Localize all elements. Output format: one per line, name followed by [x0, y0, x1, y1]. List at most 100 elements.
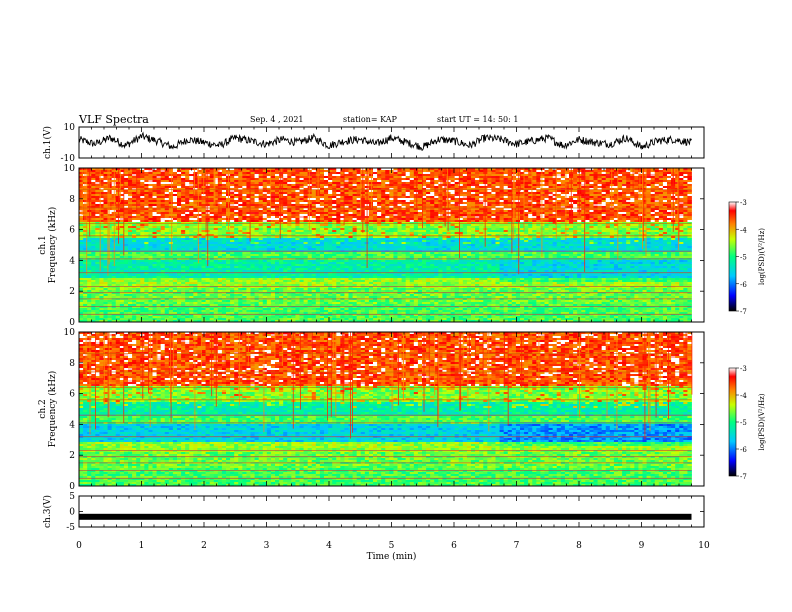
spectrogram-cell [454, 208, 460, 211]
spectrogram-cell [487, 184, 492, 187]
spectrogram-cell [585, 198, 590, 201]
spectrogram-cell [515, 170, 521, 173]
spectrogram-cell [324, 180, 329, 183]
spectrogram-cell [279, 204, 284, 207]
spectrogram-cell [107, 178, 113, 181]
spectrogram-cell [197, 172, 202, 175]
spectrogram-cell [540, 192, 545, 195]
spectrogram-cell [242, 214, 247, 217]
spectrogram-cell [291, 206, 296, 209]
spectrogram-cell [434, 208, 439, 211]
spectrogram-cell [471, 216, 476, 219]
spectrogram-cell [626, 176, 631, 179]
spectrogram-cell [564, 188, 570, 191]
spectrogram-cell [413, 208, 419, 211]
spectrogram-cell [487, 200, 492, 203]
spectrogram-cell [495, 202, 500, 205]
spectrogram-cell [381, 184, 386, 187]
spectrogram-cell [430, 172, 435, 175]
spectrogram-cell [128, 182, 133, 185]
spectrogram-cell [242, 210, 247, 213]
spectrogram-cell [209, 198, 215, 201]
spectrogram-cell [283, 178, 288, 181]
spectrogram-cell [417, 216, 423, 219]
spectrogram-cell [250, 196, 255, 199]
spectrogram-cell [381, 170, 386, 173]
spectrogram-cell [569, 218, 574, 221]
spectrogram-cell [373, 216, 378, 219]
spectrogram-cell [475, 204, 480, 207]
spectrogram-cell [91, 180, 96, 183]
spectrogram-cell [152, 192, 157, 195]
spectrogram-cell [328, 178, 333, 181]
spectrogram-cell [573, 220, 578, 223]
spectrogram-cell [140, 210, 145, 213]
spectrogram-cell [458, 220, 464, 223]
spectrogram-cell [348, 168, 353, 171]
spectrogram-cell [156, 194, 162, 197]
spectrogram-cell [605, 206, 611, 209]
spectrogram-cell [654, 216, 660, 219]
spectrogram-cell [132, 170, 137, 173]
spectrogram-cell [601, 192, 607, 195]
spectrogram-cell [499, 204, 505, 207]
spectrogram-cell [352, 190, 358, 193]
spectrogram-cell [193, 186, 198, 189]
spectrogram-cell [626, 210, 631, 213]
spectrogram-cell [91, 192, 96, 195]
spectrogram-cell [479, 196, 484, 199]
spectrogram-cell [279, 190, 284, 193]
spectrogram-cell [270, 208, 276, 211]
spectrogram-cell [413, 212, 419, 215]
spectrogram-cell [520, 220, 525, 223]
spectrogram-cell [556, 204, 562, 207]
spectrogram-cell [246, 208, 251, 211]
spectrogram-cell [573, 204, 578, 207]
spectrogram-cell [107, 204, 113, 207]
spectrogram-cell [303, 180, 309, 183]
spectrogram-cell [573, 202, 578, 205]
spectrogram-cell [332, 190, 337, 193]
spectrogram-cell [667, 168, 672, 171]
spectrogram-cell [564, 194, 570, 197]
spectrogram-cell [491, 168, 496, 171]
spectrogram-cell [230, 212, 235, 215]
spectrogram-cell [197, 190, 202, 193]
spectrogram-cell [79, 172, 84, 175]
spectrogram-cell [560, 204, 566, 207]
spectrogram-cell [164, 220, 170, 223]
spectrogram-cell [336, 214, 341, 217]
spectrogram-cell [246, 190, 251, 193]
spectrogram-cell [385, 200, 390, 203]
spectrogram-cell [132, 208, 137, 211]
spectrogram-cell [132, 216, 137, 219]
spectrogram-cell [413, 204, 419, 207]
spectrogram-cell [630, 204, 635, 207]
spectrogram-cell [185, 214, 190, 217]
spectrogram-cell [393, 194, 398, 197]
spectrogram-cell [234, 168, 239, 171]
spectrogram-cell [348, 198, 353, 201]
spectrogram-cell [246, 182, 251, 185]
spectrogram-cell [528, 208, 533, 211]
spectrogram-cell [581, 178, 586, 181]
spectrogram-cell [238, 200, 243, 203]
spectrogram-cell [446, 174, 451, 177]
spectrogram-cell [536, 176, 541, 179]
spectrogram-cell [201, 206, 206, 209]
spectrogram-cell [246, 210, 251, 213]
spectrogram-cell [258, 178, 264, 181]
spectrogram-cell [238, 214, 243, 217]
spectrogram-cell [389, 190, 394, 193]
spectrogram-cell [552, 194, 558, 197]
spectrogram-cell [405, 174, 411, 177]
spectrogram-cell [132, 198, 137, 201]
spectrogram-cell [426, 172, 431, 175]
spectrogram-cell [168, 182, 174, 185]
spectrogram-cell [524, 176, 529, 179]
spectrogram-cell [495, 176, 500, 179]
spectrogram-cell [352, 176, 358, 179]
spectrogram-cell [136, 172, 141, 175]
spectrogram-cell [328, 204, 333, 207]
spectrogram-cell [650, 196, 656, 199]
